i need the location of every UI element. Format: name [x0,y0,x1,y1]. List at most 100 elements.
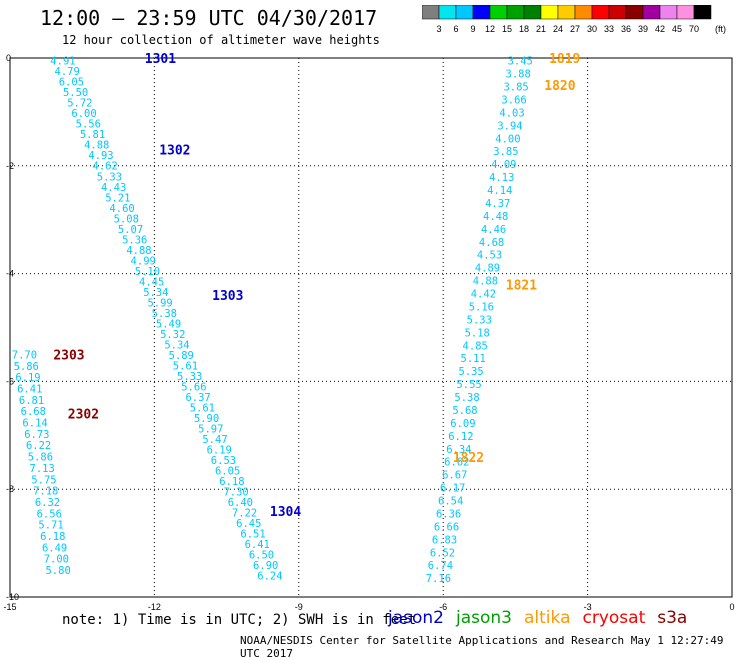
y-tick-label: -8 [6,484,14,494]
pass-label: 1822 [453,451,484,466]
scale-label: 18 [519,24,529,34]
wave-height-value: 5.72 [67,98,92,110]
wave-height-value: 6.50 [249,549,274,561]
wave-height-value: 6.37 [185,392,210,404]
wave-height-value: 4.99 [131,255,156,267]
scale-label: 24 [553,24,563,34]
wave-height-value: 6.74 [428,560,453,572]
wave-height-value: 3.66 [501,95,526,107]
wave-height-value: 6.19 [207,444,232,456]
wave-height-value: 6.12 [448,431,473,443]
wave-height-value: 6.14 [22,418,47,430]
wave-height-value: 6.19 [15,372,40,384]
wave-height-value: 5.90 [194,413,219,425]
x-tick-label: -12 [148,602,161,612]
scale-label: 36 [621,24,631,34]
plot-frame [9,57,733,598]
wave-height-value: 6.05 [59,77,84,89]
wave-height-value: 4.42 [471,289,496,301]
y-tick-label: -6 [6,376,14,386]
y-tick-label: -10 [6,592,19,602]
wave-height-value: 6.49 [42,542,67,554]
wave-height-value: 5.56 [76,119,101,131]
wave-height-value: 6.41 [17,383,42,395]
wave-height-value: 6.51 [240,528,265,540]
wave-height-value: 5.97 [198,423,223,435]
note-text: note: 1) Time is in UTC; 2) SWH is in fe… [62,612,417,628]
wave-height-value: 6.90 [253,560,278,572]
wave-height-value: 6.66 [434,521,459,533]
wave-height-value: 4.46 [481,224,506,236]
wave-height-value: 5.38 [152,308,177,320]
wave-height-value: 6.67 [442,470,467,482]
satellite-legend-jason2: jason2 [388,608,444,628]
wave-height-value: 5.35 [458,366,483,378]
wave-height-value: 6.45 [236,518,261,530]
wave-height-value: 4.45 [139,276,164,288]
wave-height-value: 6.68 [21,406,46,418]
pass-label: 2302 [68,408,99,423]
scale-label: 9 [470,24,475,34]
wave-height-value: 5.18 [465,327,490,339]
wave-height-value: 5.33 [97,171,122,183]
wave-height-value: 5.61 [190,402,215,414]
wave-height-value: 6.00 [71,108,96,120]
wave-height-value: 4.43 [101,182,126,194]
wave-height-value: 4.37 [485,198,510,210]
wave-height-value: 4.88 [84,140,109,152]
wave-height-value: 6.05 [215,465,240,477]
wave-height-value: 5.33 [467,314,492,326]
pass-label: 2303 [53,348,84,363]
x-tick-label: 0 [729,602,734,612]
wave-height-value: 4.91 [50,56,75,68]
wave-height-value: 4.00 [495,133,520,145]
wave-height-value: 5.71 [38,520,63,532]
scale-label: 15 [502,24,512,34]
satellite-legend-jason3: jason3 [456,608,512,628]
wave-height-value: 6.41 [245,539,270,551]
wave-height-value: 6.73 [24,429,49,441]
wave-height-value: 6.22 [26,440,51,452]
wave-height-value: 6.83 [432,534,457,546]
x-tick-label: -6 [439,602,447,612]
wave-height-value: 3.85 [493,146,518,158]
wave-height-value: 5.66 [181,381,206,393]
x-tick-label: -9 [295,602,303,612]
wave-height-value: 3.94 [497,120,522,132]
page-subtitle: 12 hour collection of altimeter wave hei… [62,33,380,47]
wave-height-value: 6.54 [438,496,463,508]
wave-height-value: 3.45 [508,56,533,68]
scale-swatch [693,5,712,20]
y-tick-label: -2 [6,161,14,171]
wave-height-value: 6.18 [40,531,65,543]
wave-height-value: 5.50 [63,87,88,99]
satellite-legend: jason2 jason3 altika cryosat s3a [388,608,699,628]
wave-height-value: 4.53 [477,250,502,262]
wave-height-value: 5.08 [114,213,139,225]
wave-height-value: 3.88 [506,69,531,81]
scale-label: 27 [570,24,580,34]
wave-height-value: 5.47 [202,434,227,446]
wave-height-value: 6.52 [430,547,455,559]
wave-height-value: 6.40 [228,497,253,509]
scale-label: 42 [655,24,665,34]
scale-label: 12 [485,24,495,34]
wave-height-value: 4.13 [489,172,514,184]
y-tick-label: -4 [6,269,14,279]
wave-height-value: 4.68 [479,237,504,249]
wave-height-value: 6.81 [19,395,44,407]
scale-label: 30 [587,24,597,34]
wave-height-value: 5.10 [135,266,160,278]
wave-height-value: 6.53 [211,455,236,467]
wave-height-value: 5.89 [169,350,194,362]
scale-label: 45 [672,24,682,34]
scale-label: 3 [436,24,441,34]
wave-height-value: 4.88 [126,245,151,257]
wave-height-value: 4.93 [88,150,113,162]
wave-height-value: 6.17 [440,483,465,495]
pass-label: 1304 [270,505,301,520]
wave-height-value: 4.09 [491,159,516,171]
scale-label: 70 [689,24,699,34]
wave-height-value: 5.61 [173,360,198,372]
wave-height-value: 5.55 [456,379,481,391]
